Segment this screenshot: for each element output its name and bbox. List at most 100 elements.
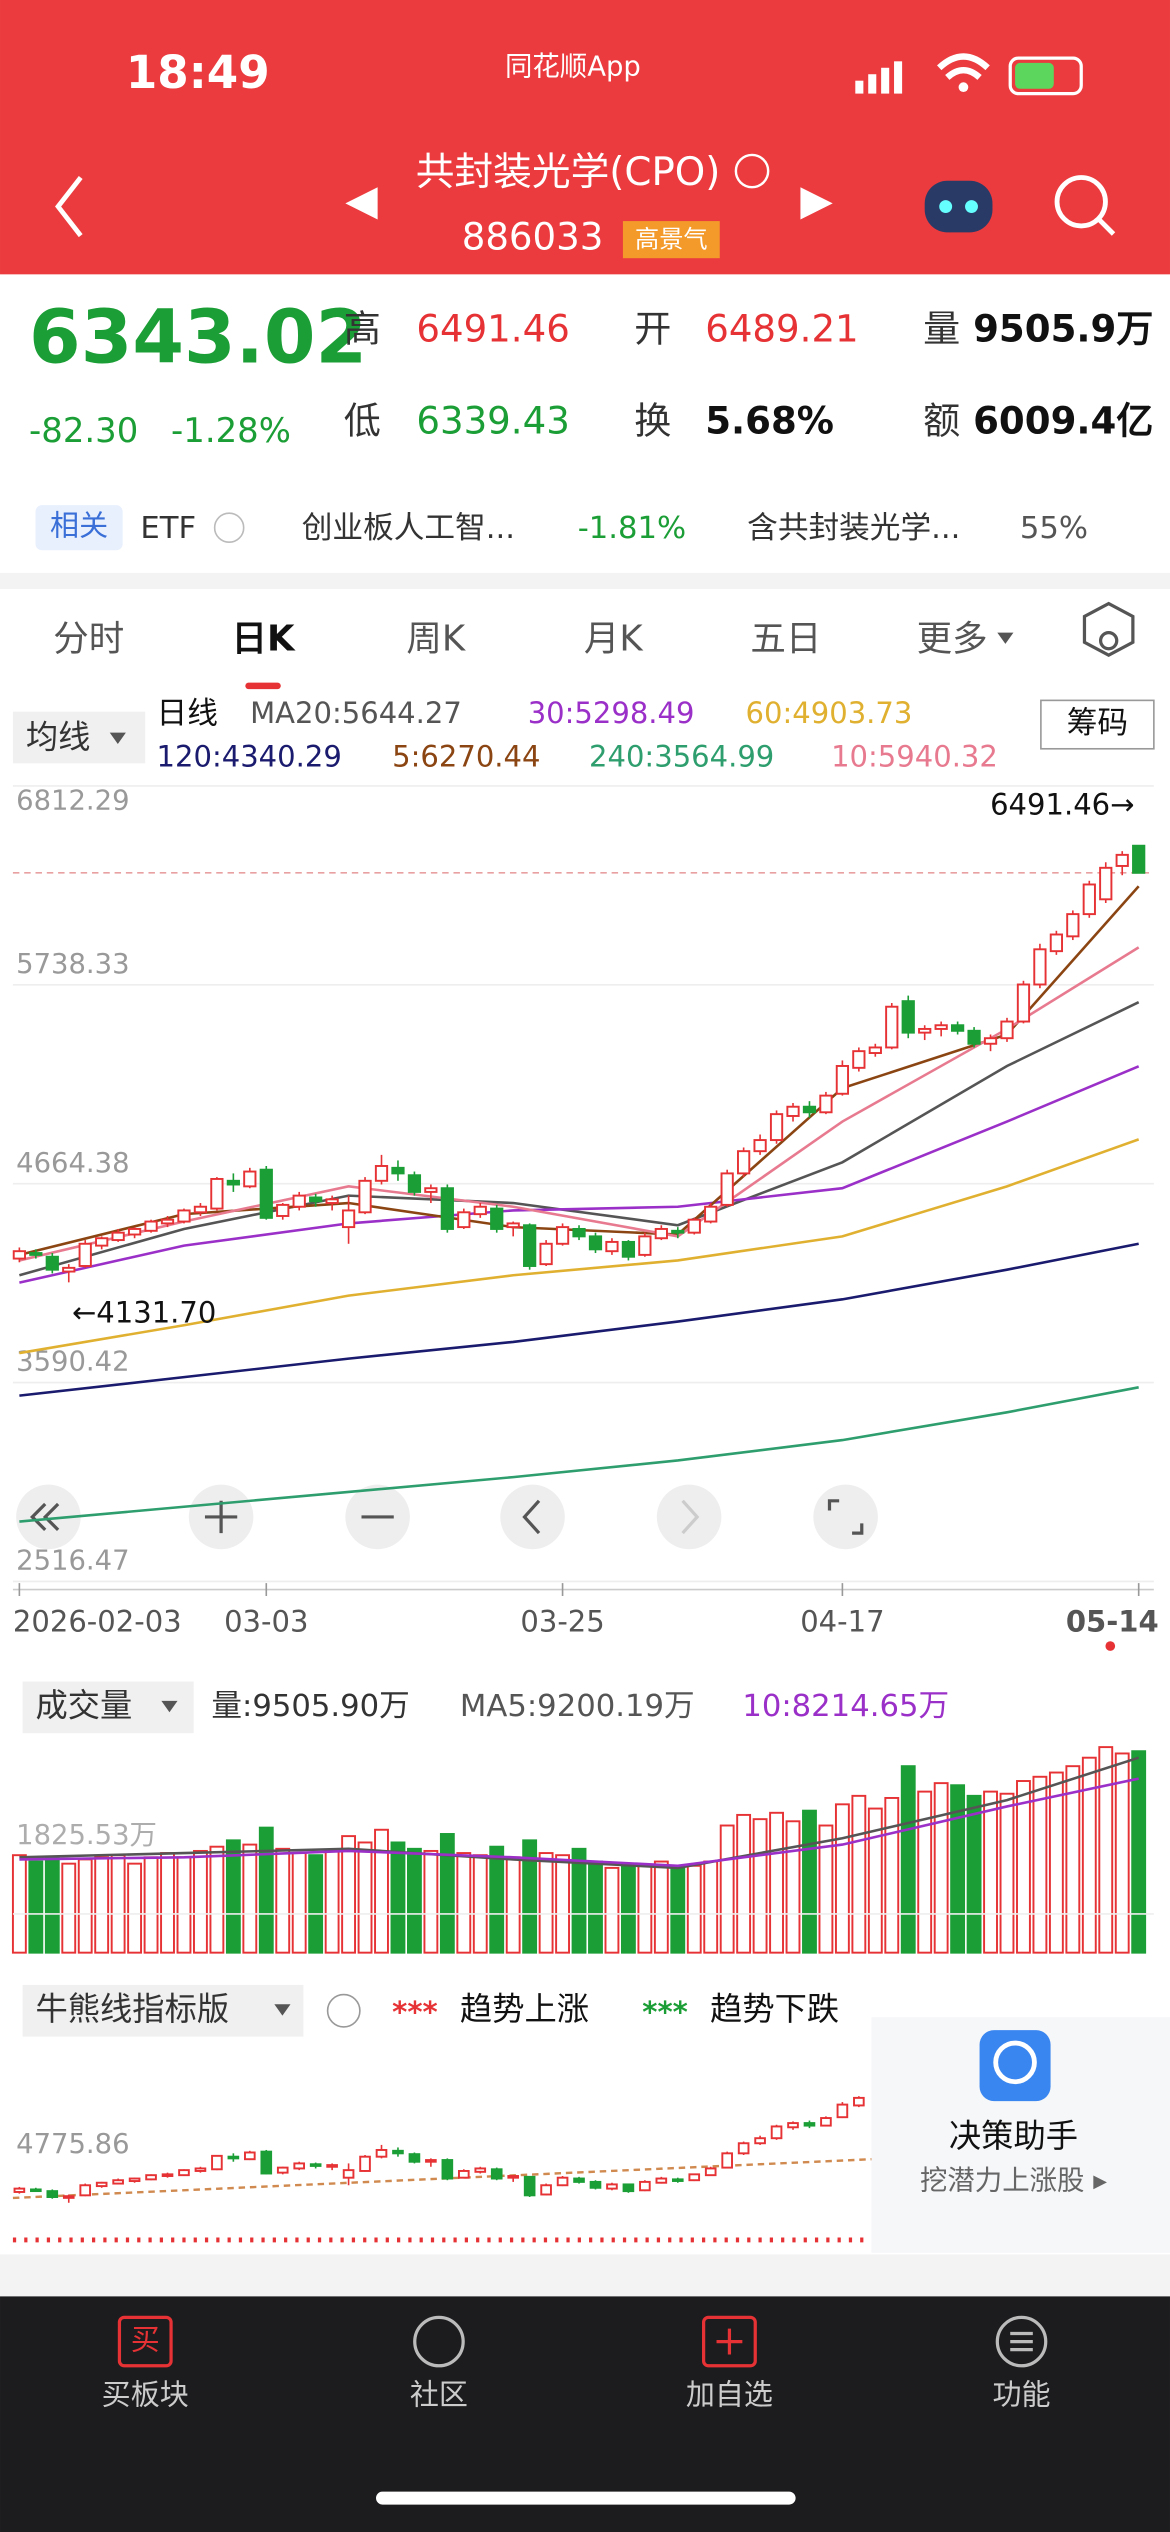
tab[interactable]: 周K xyxy=(406,619,467,660)
mini-candle-body xyxy=(178,2169,190,2177)
volume-bar xyxy=(1114,1752,1130,1954)
nav-item[interactable]: 功能 xyxy=(992,2377,1050,2411)
volume-bar xyxy=(225,1839,241,1954)
related-name[interactable]: 含共封装光学... xyxy=(747,511,960,546)
mini-candle-body xyxy=(490,2168,503,2180)
candle-body xyxy=(1033,948,1047,986)
volume-bar xyxy=(785,1820,801,1954)
settings-button[interactable] xyxy=(1082,601,1135,658)
candle-body xyxy=(687,1218,701,1234)
mini-candle-body xyxy=(523,2175,536,2197)
chart-controls[interactable] xyxy=(16,1484,878,1550)
nav-item[interactable]: 社区 xyxy=(410,2377,468,2411)
candle-body xyxy=(45,1255,59,1271)
next-button[interactable] xyxy=(800,187,833,220)
chart-control-glyphs xyxy=(30,1499,864,1535)
change-pct: -1.28% xyxy=(171,411,291,450)
legend-label: 趋势上涨 xyxy=(460,1990,589,2028)
y-tick-label: 3590.42 xyxy=(16,1347,129,1378)
candle-body xyxy=(918,1027,932,1034)
assistant-title[interactable]: 决策助手 xyxy=(949,2117,1078,2155)
mini-candle-body xyxy=(787,2122,799,2129)
volume-bar xyxy=(505,1856,521,1954)
volume-legend: 量:9505.90万 xyxy=(211,1689,409,1724)
separator xyxy=(0,572,1170,590)
related-etf[interactable]: ETF xyxy=(140,511,196,546)
back-button[interactable] xyxy=(55,176,83,238)
mini-candle-body xyxy=(145,2174,157,2181)
tab[interactable]: 五日 xyxy=(750,619,821,660)
volume-bar xyxy=(258,1826,274,1954)
volume-bar xyxy=(736,1813,752,1954)
candle-body xyxy=(835,1065,850,1095)
volume-bar xyxy=(588,1860,603,1954)
candle-body xyxy=(78,1242,92,1267)
volume-bar xyxy=(1081,1756,1097,1954)
settings-dot xyxy=(1098,630,1119,651)
volume-selector[interactable]: 成交量 xyxy=(36,1686,133,1724)
candle-body xyxy=(852,1050,866,1069)
candle-body xyxy=(885,1005,899,1049)
volume-bar xyxy=(752,1818,768,1954)
assistant-icon-glyph xyxy=(993,2040,1037,2085)
indicator-selector[interactable]: 牛熊线指标版 xyxy=(36,1990,230,2028)
volume-bar xyxy=(933,1782,949,1954)
candle-body xyxy=(1066,913,1080,938)
nav-icon xyxy=(995,2315,1048,2368)
chip-button[interactable]: 筹码 xyxy=(1067,706,1128,741)
x-tick-label: 2026-02-03 xyxy=(13,1604,182,1638)
mini-candle-body xyxy=(194,2167,207,2172)
assistant-subtitle[interactable]: 挖潜力上涨股 ▸ xyxy=(920,2165,1107,2196)
wifi-icon xyxy=(937,53,990,80)
indicator-tick-label: 4775.86 xyxy=(16,2129,129,2160)
candle-body xyxy=(358,1179,372,1214)
price: 6343.02 xyxy=(29,294,367,381)
help-icon[interactable] xyxy=(326,1993,361,2028)
signal-icon xyxy=(855,61,903,94)
tab[interactable]: 月K xyxy=(584,619,645,660)
candle-body xyxy=(259,1168,273,1219)
related-name[interactable]: 创业板人工智... xyxy=(302,511,515,546)
volume-bar xyxy=(291,1852,307,1954)
info-icon[interactable] xyxy=(734,153,770,189)
candle-body xyxy=(309,1196,323,1203)
volume-bar xyxy=(555,1854,570,1954)
volume-bar xyxy=(28,1860,44,1954)
ma-line xyxy=(19,1065,1140,1284)
ma-selector[interactable]: 均线 xyxy=(26,718,91,756)
mini-candle-body xyxy=(227,2155,240,2160)
volume-bar xyxy=(1048,1771,1064,1954)
y-tick-label: 2516.47 xyxy=(16,1546,129,1577)
tab[interactable]: 日K xyxy=(232,619,297,660)
mini-candle-body xyxy=(46,2190,59,2198)
volume-bar xyxy=(604,1866,620,1954)
prev-button[interactable] xyxy=(345,187,378,220)
volume-bar xyxy=(160,1852,175,1954)
mini-candle-body xyxy=(260,2150,273,2175)
robot-button[interactable] xyxy=(924,180,993,233)
volume-ma-line xyxy=(19,1756,1140,1870)
search-button[interactable] xyxy=(1054,175,1116,236)
nav-item[interactable]: 买板块 xyxy=(102,2377,189,2411)
volume-bar xyxy=(439,1833,455,1954)
ma-legend: 10:5940.32 xyxy=(831,739,998,773)
ma-line xyxy=(19,1386,1139,1523)
tab[interactable]: 分时 xyxy=(53,619,124,660)
volume-bar xyxy=(407,1847,422,1954)
mini-candle-body xyxy=(293,2162,306,2170)
candle-body xyxy=(654,1227,668,1240)
candle-body xyxy=(506,1222,520,1229)
volume-bar xyxy=(489,1845,505,1954)
mini-candle-body xyxy=(30,2188,42,2193)
chip-button-bg[interactable] xyxy=(1040,699,1155,750)
candle-body xyxy=(1132,844,1146,874)
tab[interactable]: 更多 xyxy=(917,619,988,660)
candle-body xyxy=(901,1000,915,1034)
candle-body xyxy=(95,1237,109,1247)
nav-item[interactable]: 加自选 xyxy=(686,2377,773,2411)
mini-candle-body xyxy=(853,2096,865,2107)
mini-candle-body xyxy=(721,2152,733,2169)
volume-bar xyxy=(1032,1775,1048,1954)
caret xyxy=(109,732,126,744)
y-tick-label: 4664.38 xyxy=(16,1148,129,1179)
